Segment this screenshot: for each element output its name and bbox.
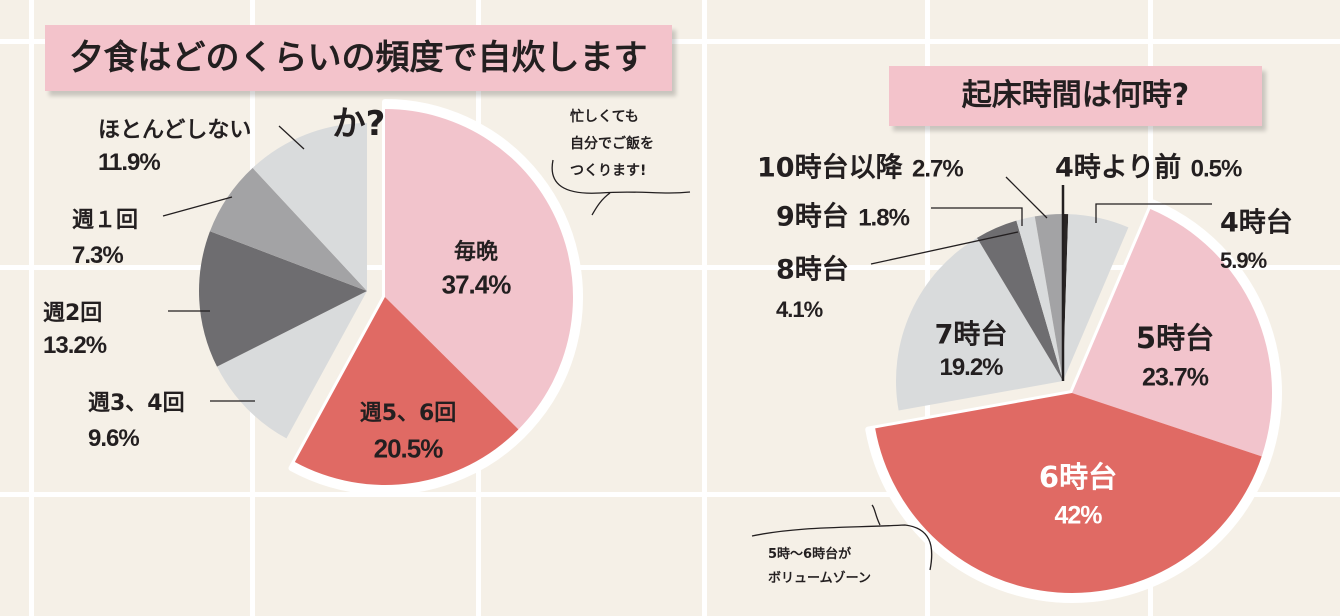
leader-line bbox=[931, 207, 1023, 226]
annotation-line: 5時～6時台が bbox=[768, 547, 852, 562]
slice-label-before4: 4時より前 0.5% bbox=[1055, 146, 1243, 185]
slice-value: 1.8% bbox=[858, 204, 910, 232]
slice-label: 週3、4回 bbox=[88, 391, 185, 416]
slice-label: 5時台 bbox=[1135, 321, 1215, 355]
slice-value: 5.9% bbox=[1220, 248, 1267, 273]
pie-slice bbox=[199, 231, 367, 367]
speech-curve bbox=[551, 159, 691, 216]
annotation-line: 忙しくても bbox=[570, 109, 639, 125]
slice-label: 6時台 bbox=[1038, 460, 1118, 494]
slice-value: 11.9% bbox=[98, 149, 161, 176]
slice-value: 9.6% bbox=[88, 425, 140, 452]
slice-value: 0.5% bbox=[1190, 155, 1243, 183]
leader-line bbox=[1095, 203, 1212, 223]
slice-label: 9時台 bbox=[776, 201, 849, 233]
slice-label: 8時台 bbox=[776, 254, 849, 286]
slice-label-9: 9時台 1.8% bbox=[776, 195, 910, 234]
pie-slice bbox=[252, 123, 367, 291]
slice-label-10: 10時台以降 2.7% bbox=[757, 146, 964, 185]
slice-value: 4.1% bbox=[776, 297, 823, 322]
chart-title-dinner: 夕食はどのくらいの頻度で自炊しますか? bbox=[45, 25, 672, 144]
slice-label: 週5、6回 bbox=[359, 401, 457, 426]
pie-slice bbox=[209, 167, 367, 291]
slice-value: 19.2% bbox=[939, 354, 1003, 381]
pie-chart-wakeup bbox=[865, 199, 1282, 603]
slice-label: 週１回 bbox=[72, 208, 139, 233]
pie-slice bbox=[1063, 214, 1069, 381]
slice-label: 週2回 bbox=[43, 301, 103, 326]
pie-slice bbox=[1016, 216, 1063, 381]
slice-label: ほとんどしない bbox=[98, 118, 252, 143]
leader-line bbox=[870, 231, 1019, 265]
slice-label: 4時台 bbox=[1220, 207, 1293, 239]
grid-line bbox=[29, 0, 34, 616]
grid-line bbox=[0, 265, 1340, 270]
chart-title-wakeup: 起床時間は何時? bbox=[889, 66, 1262, 126]
pie-slice bbox=[977, 220, 1063, 381]
annotation-line: 自分でご飯を bbox=[570, 136, 654, 152]
leader-line bbox=[1005, 176, 1048, 219]
slice-value: 2.7% bbox=[911, 155, 964, 183]
pie-chart-dinner bbox=[199, 99, 583, 495]
speech-curve bbox=[751, 504, 933, 571]
slice-value: 37.4% bbox=[441, 269, 512, 300]
annotation-wakeup: 5時～6時台が ボリュームゾーン bbox=[768, 543, 871, 591]
slice-value: 23.7% bbox=[1142, 363, 1209, 392]
slice-label: 10時台以降 bbox=[757, 152, 903, 184]
slice-value: 13.2% bbox=[43, 332, 107, 359]
leader-line bbox=[162, 196, 233, 217]
leader-line bbox=[278, 125, 305, 150]
slice-label: 7時台 bbox=[934, 319, 1008, 351]
slice-label: 4時より前 bbox=[1055, 152, 1182, 184]
slice-value: 20.5% bbox=[373, 433, 444, 464]
pie-slice bbox=[294, 297, 519, 485]
pie-slice bbox=[875, 393, 1262, 593]
slice-value: 42% bbox=[1054, 501, 1102, 530]
annotation-dinner: 忙しくても 自分でご飯を つくります! bbox=[570, 104, 654, 185]
annotation-line: つくります! bbox=[570, 163, 647, 179]
slice-value: 7.3% bbox=[72, 242, 124, 269]
annotation-line: ボリュームゾーン bbox=[768, 571, 871, 586]
pie-slice bbox=[1063, 214, 1129, 381]
grid-line bbox=[0, 492, 1340, 497]
grid-line bbox=[702, 0, 707, 616]
pie-slice bbox=[1034, 214, 1063, 381]
pie-slice bbox=[1072, 208, 1273, 457]
slice-label: 毎晩 bbox=[453, 240, 499, 265]
pie-slice bbox=[895, 237, 1063, 411]
pie-slice bbox=[385, 109, 573, 430]
leader-lines bbox=[162, 125, 1212, 571]
